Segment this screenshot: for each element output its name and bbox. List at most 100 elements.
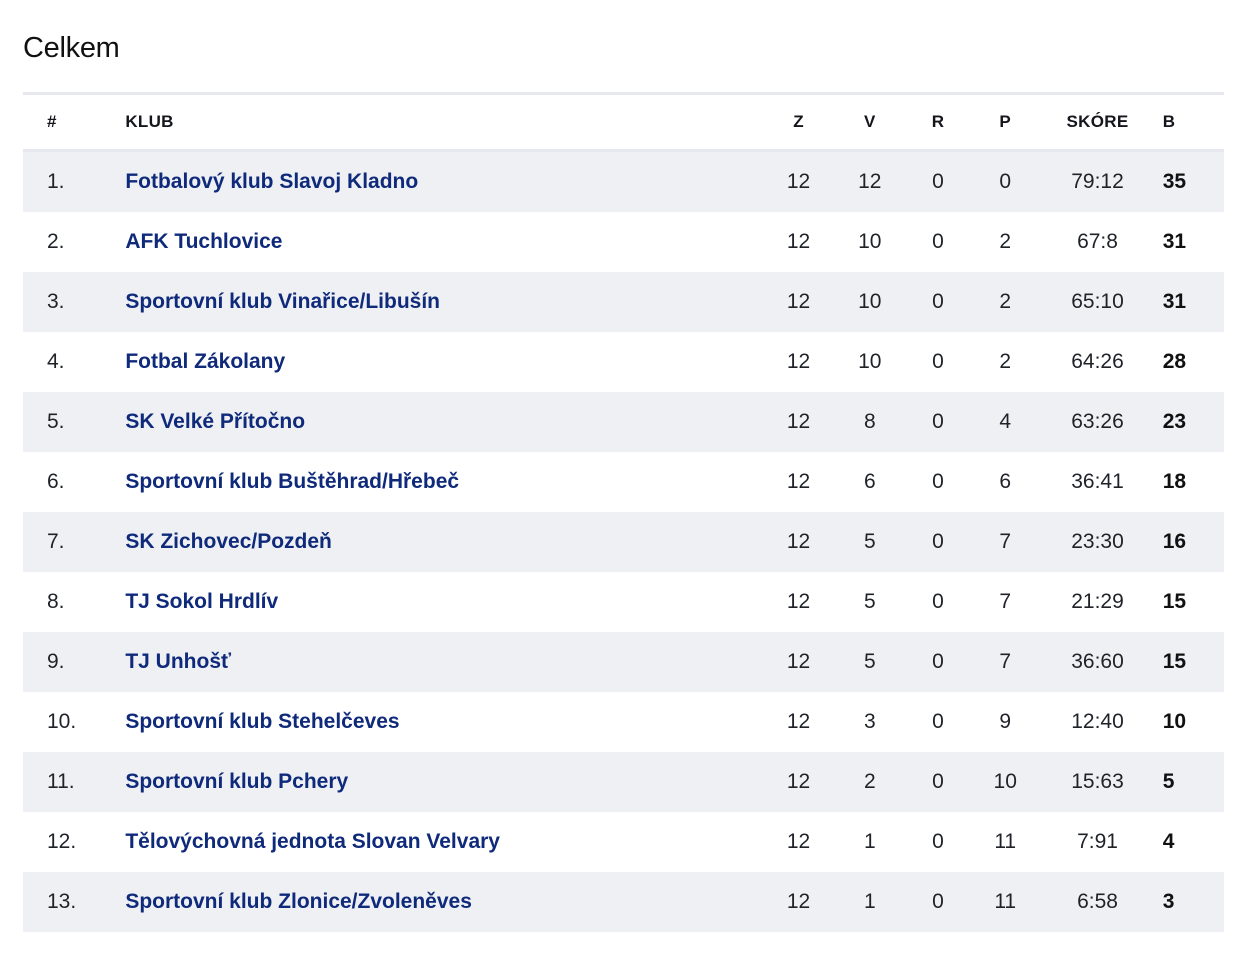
cell-points: 5	[1162, 770, 1175, 793]
standings-body: 1. Fotbalový klub Slavoj Kladno 12 12 0 0 79:1…	[23, 150, 1224, 932]
cell-drawn: 0	[932, 290, 944, 313]
cell-score: 36:60	[1071, 650, 1124, 673]
club-link[interactable]: SK Velké Přítočno	[125, 410, 306, 433]
header-row: # KLUB Z V R P SKÓRE B	[23, 94, 1224, 151]
cell-won: 2	[863, 770, 876, 793]
cell-won: 1	[863, 890, 876, 913]
cell-played: 12	[786, 290, 811, 313]
cell-won: 5	[863, 590, 876, 613]
club-link[interactable]: Fotbal Zákolany	[125, 350, 286, 373]
header-club: KLUB	[125, 112, 174, 131]
section-title: Celkem	[23, 32, 120, 64]
club-link[interactable]: Sportovní klub Stehelčeves	[125, 710, 400, 733]
cell-lost: 11	[994, 890, 1017, 913]
club-link[interactable]: AFK Tuchlovice	[125, 230, 283, 253]
cell-lost: 4	[999, 410, 1012, 433]
table-row: 5. SK Velké Přítočno 12 8 0 4 63:26 23	[23, 392, 1224, 452]
cell-drawn: 0	[932, 830, 944, 853]
cell-drawn: 0	[932, 170, 944, 193]
cell-score: 36:41	[1071, 470, 1124, 493]
cell-rank: 3.	[47, 290, 65, 313]
cell-rank: 9.	[47, 650, 65, 673]
cell-played: 12	[786, 470, 811, 493]
standings-table: # KLUB Z V R P SKÓRE B 1. Fotbalový klub …	[23, 92, 1224, 932]
table-row: 6. Sportovní klub Buštěhrad/Hřebeč 12 6 0 6 36…	[23, 452, 1224, 512]
cell-points: 3	[1162, 890, 1175, 913]
club-link[interactable]: Fotbalový klub Slavoj Kladno	[125, 170, 419, 193]
cell-club: Tělovýchovná jednota Slovan Velvary	[125, 812, 761, 872]
cell-drawn: 0	[932, 770, 944, 793]
cell-drawn: 0	[932, 590, 944, 613]
cell-played: 12	[786, 410, 811, 433]
cell-club: Sportovní klub Vinařice/Libušín	[125, 272, 761, 332]
cell-lost: 7	[999, 530, 1012, 553]
cell-played: 12	[786, 650, 811, 673]
cell-points: 31	[1162, 230, 1187, 253]
cell-rank: 10.	[47, 710, 77, 733]
cell-played: 12	[786, 890, 811, 913]
header-won: V	[863, 112, 876, 131]
cell-club: Sportovní klub Buštěhrad/Hřebeč	[125, 452, 761, 512]
table-row: 7. SK Zichovec/Pozdeň 12 5 0 7 23:30 16	[23, 512, 1224, 572]
table-row: 9. TJ Unhošť 12 5 0 7 36:60 15	[23, 632, 1224, 692]
cell-score: 67:8	[1077, 230, 1118, 253]
cell-rank: 7.	[47, 530, 65, 553]
cell-lost: 2	[999, 230, 1012, 253]
cell-won: 5	[863, 650, 876, 673]
club-link[interactable]: Sportovní klub Pchery	[125, 770, 349, 793]
cell-won: 3	[863, 710, 876, 733]
cell-won: 1	[863, 830, 876, 853]
club-link[interactable]: Sportovní klub Buštěhrad/Hřebeč	[125, 470, 460, 493]
cell-club: Sportovní klub Zlonice/Zvoleněves	[125, 872, 761, 932]
header-drawn: R	[931, 112, 945, 131]
cell-drawn: 0	[932, 530, 944, 553]
cell-drawn: 0	[932, 410, 944, 433]
club-link[interactable]: Sportovní klub Zlonice/Zvoleněves	[125, 890, 472, 913]
cell-rank: 6.	[47, 470, 65, 493]
cell-drawn: 0	[932, 890, 944, 913]
cell-lost: 9	[999, 710, 1012, 733]
cell-played: 12	[786, 590, 811, 613]
club-link[interactable]: TJ Unhošť	[125, 650, 232, 673]
cell-score: 64:26	[1071, 350, 1124, 373]
cell-club: Sportovní klub Stehelčeves	[125, 692, 761, 752]
table-row: 13. Sportovní klub Zlonice/Zvoleněves 12 1 0…	[23, 872, 1224, 932]
cell-score: 23:30	[1071, 530, 1124, 553]
cell-played: 12	[786, 770, 811, 793]
cell-points: 28	[1162, 350, 1187, 373]
cell-lost: 0	[999, 170, 1012, 193]
cell-score: 21:29	[1071, 590, 1124, 613]
cell-won: 6	[863, 470, 876, 493]
cell-points: 35	[1162, 170, 1187, 193]
cell-points: 15	[1162, 650, 1187, 673]
cell-club: TJ Unhošť	[125, 632, 761, 692]
cell-club: SK Zichovec/Pozdeň	[125, 512, 761, 572]
table-row: 8. TJ Sokol Hrdlív 12 5 0 7 21:29 15	[23, 572, 1224, 632]
table-row: 1. Fotbalový klub Slavoj Kladno 12 12 0 0 79:1…	[23, 150, 1224, 212]
cell-score: 79:12	[1071, 170, 1124, 193]
club-link[interactable]: Sportovní klub Vinařice/Libušín	[125, 290, 440, 313]
cell-drawn: 0	[932, 230, 944, 253]
cell-points: 15	[1162, 590, 1187, 613]
cell-score: 6:58	[1077, 890, 1118, 913]
cell-lost: 7	[999, 590, 1012, 613]
header-rank: #	[47, 112, 57, 131]
table-row: 4. Fotbal Zákolany 12 10 0 2 64:26 28	[23, 332, 1224, 392]
cell-played: 12	[786, 530, 811, 553]
cell-rank: 4.	[47, 350, 65, 373]
cell-rank: 13.	[47, 890, 77, 913]
cell-club: AFK Tuchlovice	[125, 212, 761, 272]
cell-lost: 2	[999, 290, 1012, 313]
club-link[interactable]: TJ Sokol Hrdlív	[125, 590, 279, 613]
cell-won: 10	[858, 230, 882, 253]
header-points: B	[1162, 112, 1176, 131]
cell-points: 23	[1162, 410, 1187, 433]
cell-rank: 12.	[47, 830, 77, 853]
cell-lost: 10	[993, 770, 1017, 793]
table-row: 2. AFK Tuchlovice 12 10 0 2 67:8 31	[23, 212, 1224, 272]
club-link[interactable]: Tělovýchovná jednota Slovan Velvary	[125, 830, 500, 853]
club-link[interactable]: SK Zichovec/Pozdeň	[125, 530, 332, 553]
header-lost: P	[999, 112, 1012, 131]
cell-played: 12	[786, 710, 811, 733]
cell-lost: 11	[994, 830, 1017, 853]
